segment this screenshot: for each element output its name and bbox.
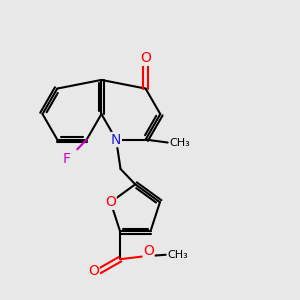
Text: O: O <box>105 195 116 209</box>
Text: N: N <box>111 133 121 147</box>
Text: CH₃: CH₃ <box>168 250 188 260</box>
Text: CH₃: CH₃ <box>170 137 190 148</box>
Text: F: F <box>63 152 71 166</box>
Text: O: O <box>143 244 154 258</box>
Text: O: O <box>140 51 151 65</box>
Text: O: O <box>88 264 99 278</box>
